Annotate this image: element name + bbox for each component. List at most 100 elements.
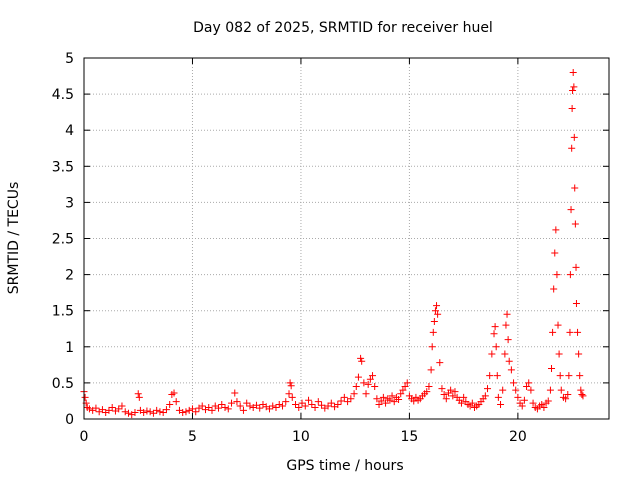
data-point xyxy=(134,390,142,398)
data-point xyxy=(395,396,403,404)
data-point xyxy=(491,323,499,331)
data-point xyxy=(544,397,552,405)
data-point xyxy=(288,393,296,401)
data-point xyxy=(205,403,213,411)
data-point xyxy=(488,350,496,358)
data-point xyxy=(447,386,455,394)
data-point xyxy=(115,405,123,413)
data-point xyxy=(490,330,498,338)
y-axis-label: SRMTID / TECUs xyxy=(6,182,22,295)
data-point xyxy=(146,408,154,416)
data-point xyxy=(182,408,190,416)
data-point xyxy=(578,390,586,398)
data-point xyxy=(224,405,232,413)
data-point xyxy=(131,409,139,417)
data-point xyxy=(108,403,116,411)
data-point xyxy=(433,302,441,310)
y-tick-label: 1.5 xyxy=(52,304,74,320)
data-point xyxy=(397,390,405,398)
x-tick-label: 15 xyxy=(400,429,418,445)
data-point xyxy=(510,379,518,387)
chart-title: Day 082 of 2025, SRMTID for receiver hue… xyxy=(193,20,493,36)
data-point xyxy=(208,406,216,414)
x-tick-labels: 0 5 10 15 20 xyxy=(80,429,527,445)
data-point xyxy=(340,393,348,401)
data-point xyxy=(440,390,448,398)
data-point xyxy=(451,388,459,396)
data-point xyxy=(529,399,537,407)
data-point xyxy=(565,372,573,380)
y-tick-labels: 0 0.5 1 1.5 2 2.5 3 3.5 4 4.5 5 xyxy=(52,51,74,428)
data-point xyxy=(295,403,303,411)
x-tick-label: 20 xyxy=(509,429,527,445)
data-point xyxy=(172,398,180,406)
data-point xyxy=(252,401,260,409)
data-point xyxy=(81,393,89,401)
data-point xyxy=(557,386,565,394)
data-point xyxy=(399,386,407,394)
y-tick-label: 4.5 xyxy=(52,87,74,103)
data-point xyxy=(377,397,385,405)
data-point xyxy=(318,401,326,409)
data-point xyxy=(352,383,360,391)
data-point xyxy=(135,393,143,401)
data-point xyxy=(449,392,457,400)
data-point xyxy=(265,405,273,413)
data-point xyxy=(486,372,494,380)
y-tick-label: 2.5 xyxy=(52,232,74,248)
data-point xyxy=(373,395,381,403)
data-point xyxy=(375,401,383,409)
data-point xyxy=(576,372,584,380)
y-tick-label: 3.5 xyxy=(52,159,74,175)
data-point xyxy=(514,393,522,401)
data-point xyxy=(566,271,574,279)
data-point xyxy=(551,249,559,257)
y-tick-label: 2 xyxy=(65,268,74,284)
data-point xyxy=(301,402,309,410)
data-point xyxy=(347,395,355,403)
data-point xyxy=(285,390,293,398)
data-point xyxy=(442,395,450,403)
data-point xyxy=(502,321,510,329)
y-tick-label: 0.5 xyxy=(52,376,74,392)
data-point xyxy=(518,402,526,410)
data-point xyxy=(366,375,374,383)
data-point xyxy=(314,398,322,406)
data-point xyxy=(577,386,585,394)
data-point xyxy=(429,328,437,336)
data-point xyxy=(311,403,319,411)
data-point xyxy=(549,328,557,336)
data-point xyxy=(198,402,206,410)
data-point xyxy=(118,402,126,410)
data-point xyxy=(233,398,241,406)
data-point xyxy=(140,409,148,417)
data-point xyxy=(159,409,167,417)
data-point xyxy=(572,263,580,271)
data-point xyxy=(523,383,531,391)
data-point xyxy=(358,357,366,365)
data-point xyxy=(555,350,563,358)
data-point xyxy=(354,373,362,381)
data-point xyxy=(287,382,295,390)
data-point xyxy=(364,380,372,388)
data-point xyxy=(571,184,579,192)
data-point xyxy=(434,310,442,318)
data-point xyxy=(308,401,316,409)
data-point xyxy=(185,406,193,414)
data-point xyxy=(98,406,106,414)
data-point xyxy=(369,372,377,380)
data-point xyxy=(239,406,247,414)
data-point xyxy=(566,328,574,336)
data-point xyxy=(215,404,223,412)
data-point xyxy=(548,364,556,372)
data-point xyxy=(562,395,570,403)
data-points xyxy=(80,68,587,419)
grid-lines xyxy=(84,58,609,419)
data-point xyxy=(170,389,178,397)
data-point xyxy=(460,393,468,401)
data-point xyxy=(568,144,576,152)
data-point xyxy=(497,401,505,409)
data-point xyxy=(569,68,577,76)
data-point xyxy=(410,397,418,405)
data-point xyxy=(221,403,229,411)
